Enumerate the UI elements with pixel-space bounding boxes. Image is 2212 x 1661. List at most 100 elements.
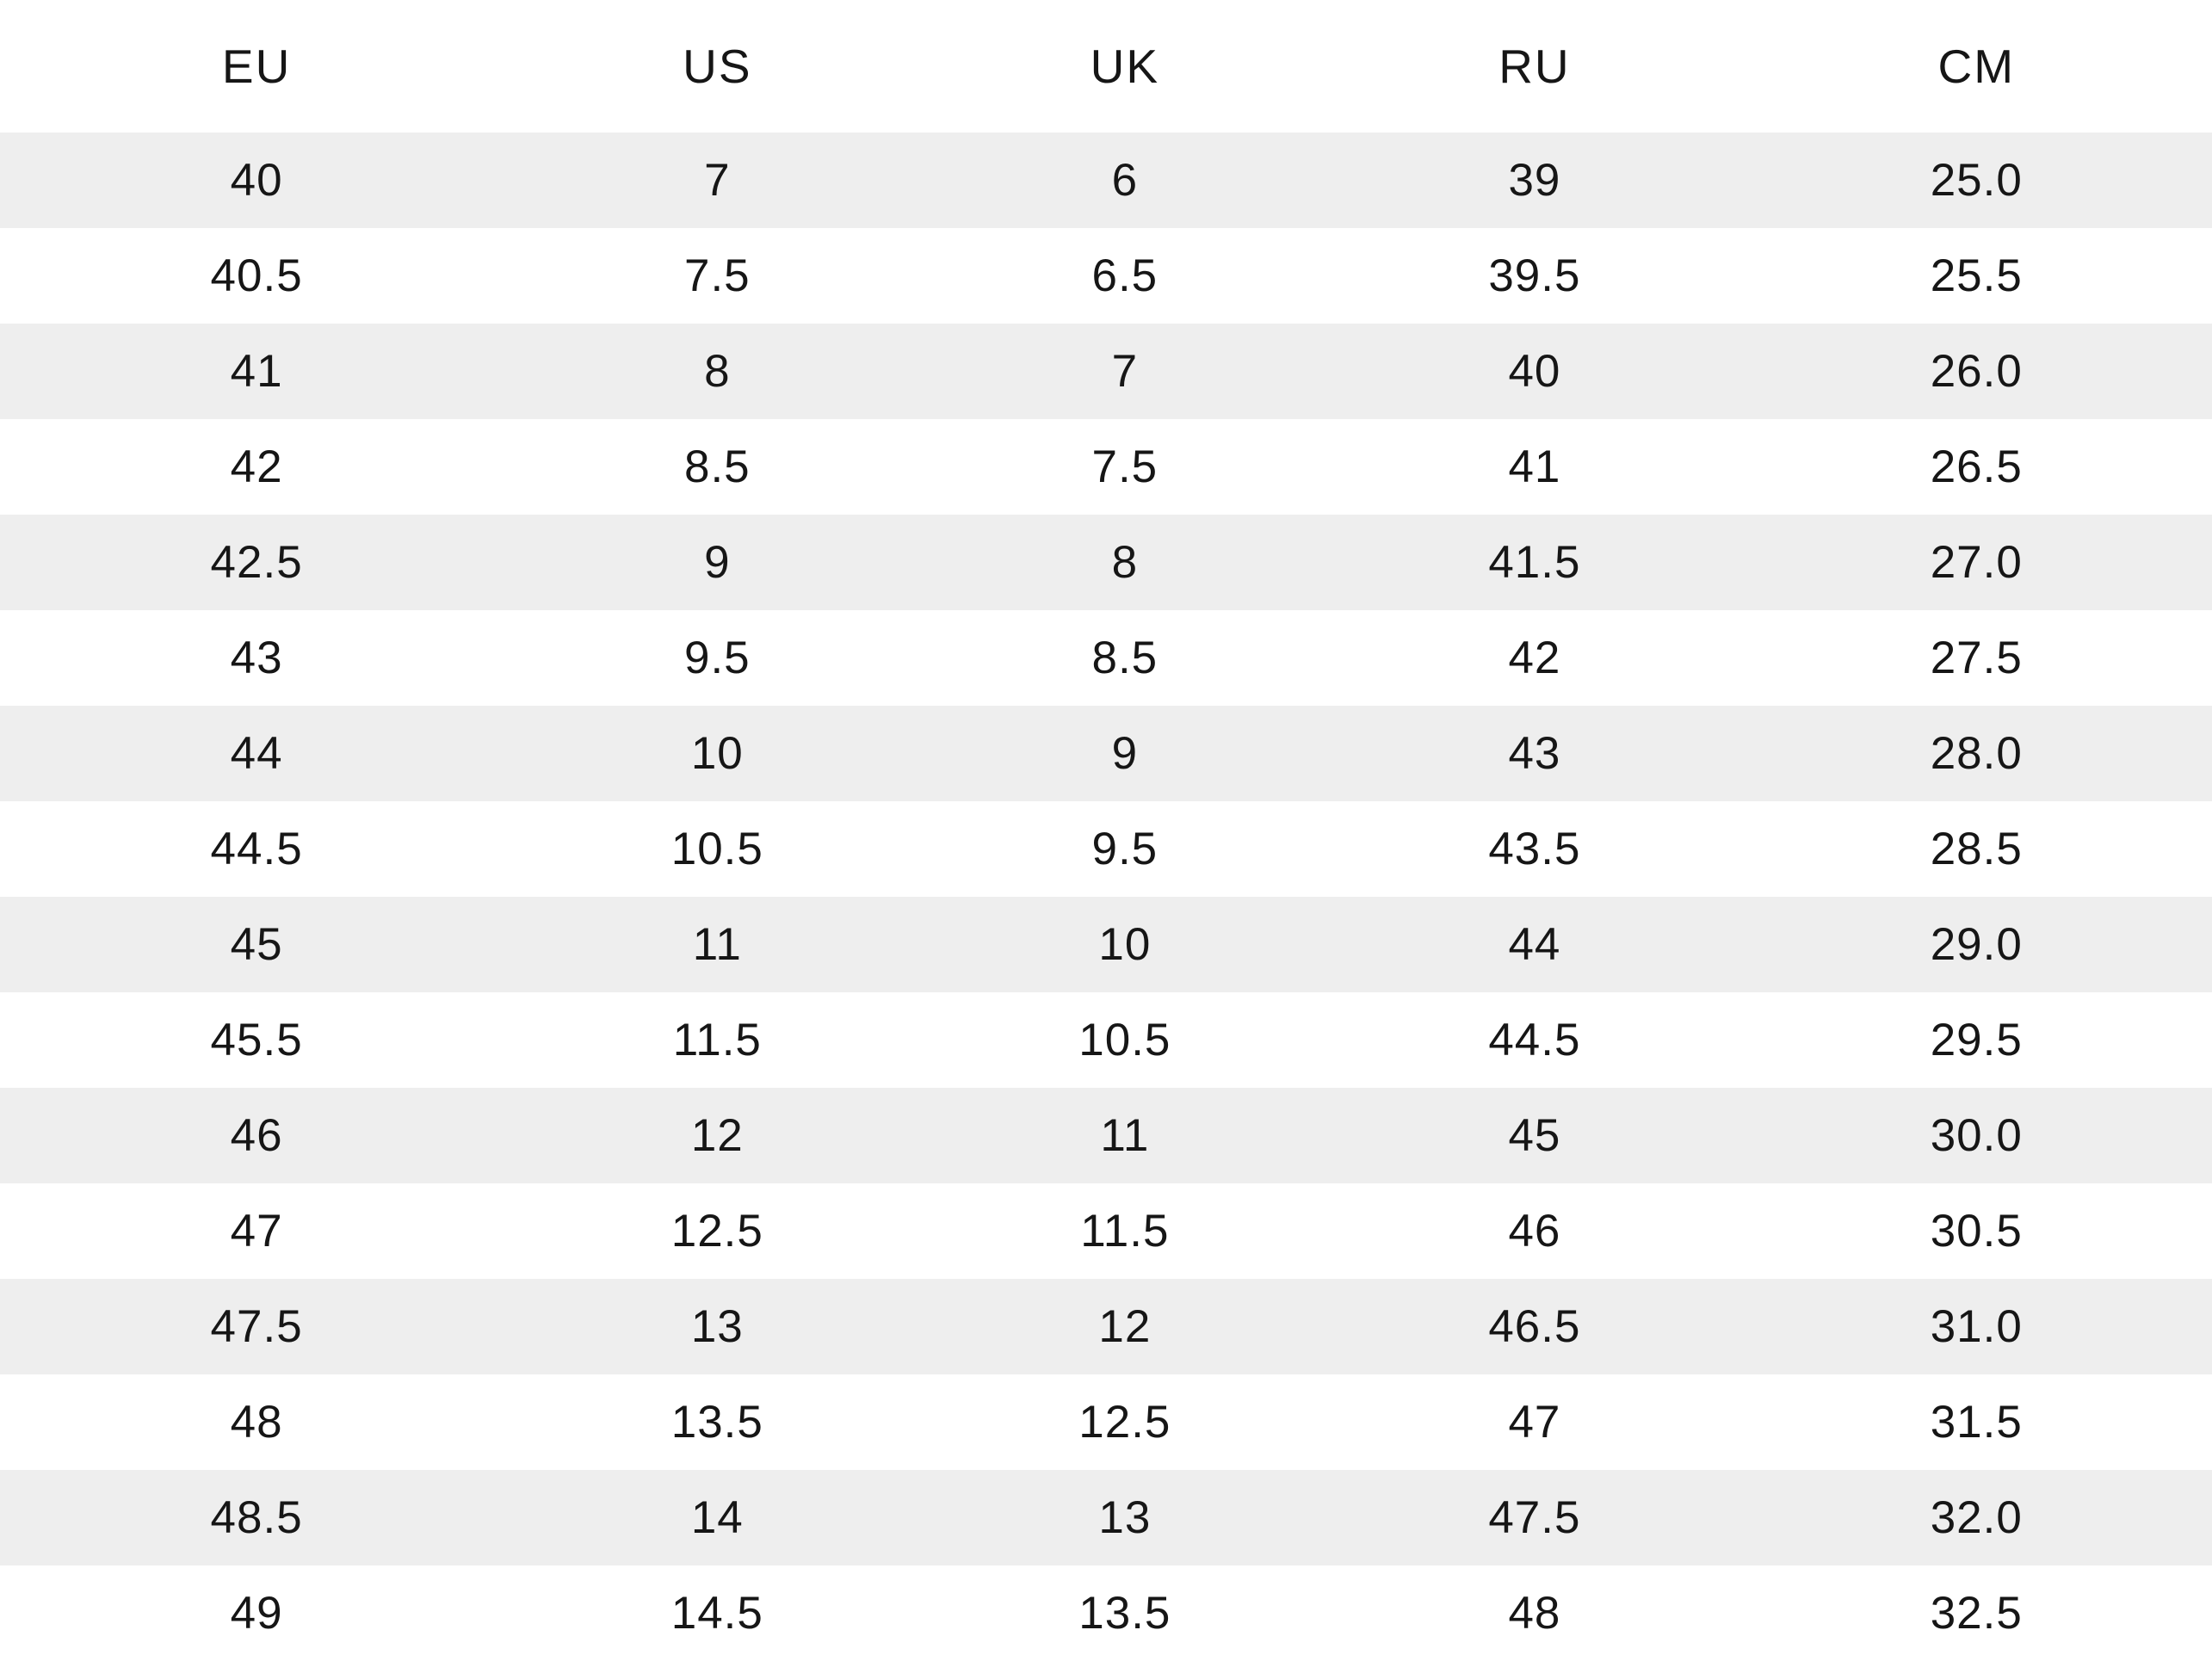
table-cell: 44.5 xyxy=(210,824,303,874)
table-cell: 45 xyxy=(230,919,283,970)
table-cell: 13 xyxy=(690,1301,744,1352)
table-cell: 49 xyxy=(230,1588,283,1639)
table-cell: 47.5 xyxy=(210,1301,303,1352)
table-row: 40.5 7.5 6.5 39.5 25.5 xyxy=(0,228,2212,324)
table-cell: 43 xyxy=(230,633,283,683)
table-cell: 8 xyxy=(1111,537,1139,588)
table-cell: 14 xyxy=(690,1492,744,1543)
table-cell: 45.5 xyxy=(210,1015,303,1065)
table-cell: 45 xyxy=(1508,1110,1561,1161)
table-row: 46 12 11 45 30.0 xyxy=(0,1088,2212,1183)
table-row: 48.5 14 13 47.5 32.0 xyxy=(0,1470,2212,1565)
column-header-us: US xyxy=(683,40,752,93)
table-cell: 11 xyxy=(1100,1110,1150,1161)
table-cell: 44 xyxy=(1508,919,1561,970)
table-cell: 32.0 xyxy=(1930,1492,2023,1543)
table-cell: 46 xyxy=(1508,1206,1561,1257)
table-cell: 26.5 xyxy=(1930,441,2023,492)
table-cell: 32.5 xyxy=(1930,1588,2023,1639)
table-cell: 10.5 xyxy=(670,824,763,874)
column-header-eu: EU xyxy=(221,40,292,93)
table-cell: 31.0 xyxy=(1930,1301,2023,1352)
table-cell: 41 xyxy=(1508,441,1561,492)
table-cell: 46.5 xyxy=(1488,1301,1581,1352)
table-cell: 26.0 xyxy=(1930,346,2023,397)
table-cell: 13 xyxy=(1098,1492,1152,1543)
table-cell: 7 xyxy=(1111,346,1139,397)
table-row: 44.5 10.5 9.5 43.5 28.5 xyxy=(0,801,2212,897)
table-row: 49 14.5 13.5 48 32.5 xyxy=(0,1565,2212,1661)
table-cell: 46 xyxy=(230,1110,283,1161)
table-cell: 25.5 xyxy=(1930,250,2023,301)
table-cell: 42 xyxy=(1508,633,1561,683)
table-row: 44 10 9 43 28.0 xyxy=(0,706,2212,801)
table-cell: 9 xyxy=(704,537,731,588)
table-cell: 8.5 xyxy=(683,441,751,492)
table-cell: 43 xyxy=(1508,728,1561,779)
table-cell: 27.5 xyxy=(1930,633,2023,683)
table-row: 42.5 9 8 41.5 27.0 xyxy=(0,515,2212,610)
table-cell: 11.5 xyxy=(672,1015,762,1065)
table-cell: 44.5 xyxy=(1488,1015,1581,1065)
table-cell: 25.0 xyxy=(1930,155,2023,206)
table-cell: 13.5 xyxy=(1078,1588,1171,1639)
table-cell: 9.5 xyxy=(1091,824,1159,874)
table-cell: 7.5 xyxy=(1091,441,1159,492)
table-cell: 10 xyxy=(1098,919,1152,970)
table-cell: 39.5 xyxy=(1488,250,1581,301)
table-row: 45.5 11.5 10.5 44.5 29.5 xyxy=(0,992,2212,1088)
table-cell: 39 xyxy=(1508,155,1561,206)
table-row: 45 11 10 44 29.0 xyxy=(0,897,2212,992)
table-cell: 12.5 xyxy=(1078,1397,1171,1448)
table-cell: 11 xyxy=(692,919,742,970)
table-row: 47 12.5 11.5 46 30.5 xyxy=(0,1183,2212,1279)
table-cell: 10 xyxy=(690,728,744,779)
column-header-uk: UK xyxy=(1090,40,1160,93)
table-header-row: EU US UK RU CM xyxy=(0,0,2212,133)
table-cell: 48 xyxy=(230,1397,283,1448)
table-cell: 40 xyxy=(230,155,283,206)
table-row: 43 9.5 8.5 42 27.5 xyxy=(0,610,2212,706)
table-cell: 47.5 xyxy=(1488,1492,1581,1543)
table-cell: 42 xyxy=(230,441,283,492)
table-cell: 7 xyxy=(704,155,731,206)
table-cell: 12 xyxy=(1098,1301,1152,1352)
table-cell: 43.5 xyxy=(1488,824,1581,874)
column-header-ru: RU xyxy=(1498,40,1571,93)
table-cell: 29.5 xyxy=(1930,1015,2023,1065)
table-cell: 28.5 xyxy=(1930,824,2023,874)
table-cell: 40 xyxy=(1508,346,1561,397)
table-cell: 14.5 xyxy=(670,1588,763,1639)
table-cell: 29.0 xyxy=(1930,919,2023,970)
table-cell: 28.0 xyxy=(1930,728,2023,779)
table-row: 42 8.5 7.5 41 26.5 xyxy=(0,419,2212,515)
table-cell: 31.5 xyxy=(1930,1397,2023,1448)
table-row: 47.5 13 12 46.5 31.0 xyxy=(0,1279,2212,1374)
table-cell: 27.0 xyxy=(1930,537,2023,588)
table-cell: 13.5 xyxy=(670,1397,763,1448)
table-cell: 47 xyxy=(230,1206,283,1257)
table-header: EU US UK RU CM xyxy=(0,0,2212,133)
column-header-cm: CM xyxy=(1937,40,2016,93)
table-cell: 8 xyxy=(704,346,731,397)
table-cell: 48 xyxy=(1508,1588,1561,1639)
table-cell: 41.5 xyxy=(1488,537,1581,588)
table-cell: 47 xyxy=(1508,1397,1561,1448)
table-row: 41 8 7 40 26.0 xyxy=(0,324,2212,419)
table-cell: 10.5 xyxy=(1078,1015,1171,1065)
table-cell: 6 xyxy=(1111,155,1139,206)
table-cell: 41 xyxy=(230,346,283,397)
table-cell: 6.5 xyxy=(1091,250,1159,301)
table-cell: 11.5 xyxy=(1080,1206,1170,1257)
table-cell: 9.5 xyxy=(683,633,751,683)
table-row: 40 7 6 39 25.0 xyxy=(0,133,2212,228)
table-cell: 30.5 xyxy=(1930,1206,2023,1257)
table-row: 48 13.5 12.5 47 31.5 xyxy=(0,1374,2212,1470)
table-cell: 30.0 xyxy=(1930,1110,2023,1161)
table-cell: 12 xyxy=(690,1110,744,1161)
table-cell: 8.5 xyxy=(1091,633,1159,683)
table-cell: 9 xyxy=(1111,728,1139,779)
table-cell: 12.5 xyxy=(670,1206,763,1257)
table-cell: 42.5 xyxy=(210,537,303,588)
